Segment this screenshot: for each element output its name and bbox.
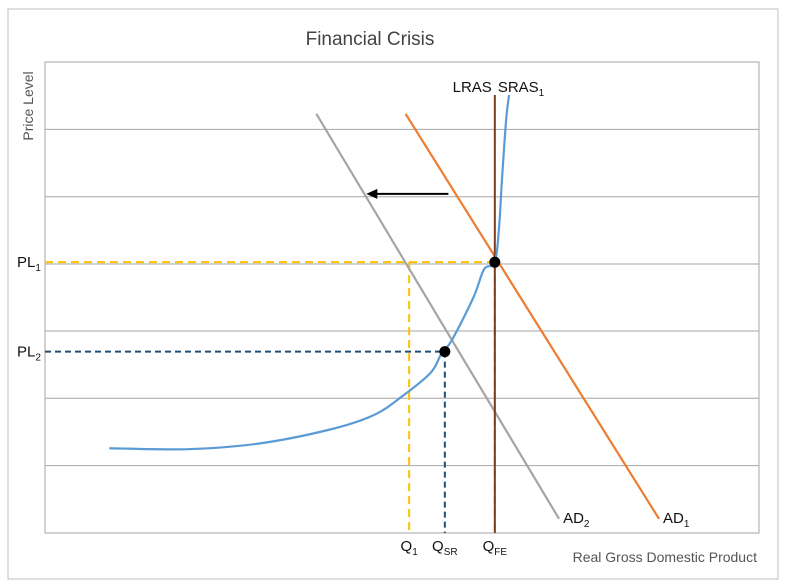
y-tick-label-pl2: PL2 — [17, 344, 41, 364]
x-axis-title: Real Gross Domestic Product — [573, 549, 758, 565]
sras1-label: SRAS1 — [498, 79, 545, 99]
gridlines — [45, 128, 759, 467]
equilibrium-point-2 — [439, 346, 451, 358]
lras-label: LRAS — [453, 79, 492, 96]
ad2-label: AD2 — [563, 510, 590, 530]
ad2-curve — [315, 113, 561, 520]
x-tick-label-q1: Q1 — [401, 538, 419, 558]
curves — [109, 94, 660, 533]
labels: LRAS SRAS1 AD1 AD2 PL1 PL2 Q1 QSR QFE — [17, 79, 690, 558]
plot-area — [44, 61, 760, 534]
ad1-label: AD1 — [663, 510, 690, 530]
marks — [366, 188, 501, 358]
y-axis-title: Price Level — [20, 71, 36, 140]
shift-arrow-head — [366, 188, 378, 199]
x-tick-label-qsr: QSR — [432, 538, 458, 558]
y-tick-label-pl1: PL1 — [17, 254, 41, 274]
ad1-curve — [404, 113, 660, 520]
x-tick-label-qfe: QFE — [483, 538, 508, 558]
outer-frame — [7, 8, 779, 580]
chart-title: Financial Crisis — [306, 29, 435, 50]
equilibrium-point-1 — [489, 256, 501, 268]
